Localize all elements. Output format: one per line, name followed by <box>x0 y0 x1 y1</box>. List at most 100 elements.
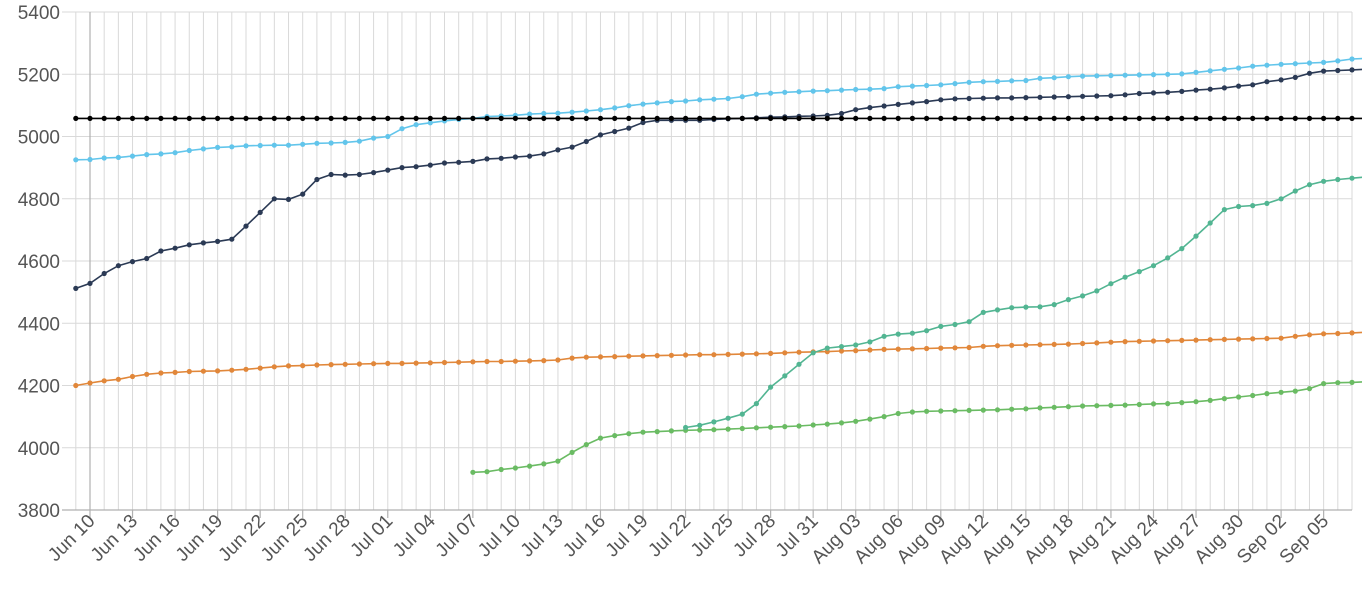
data-point <box>385 115 391 121</box>
data-point <box>853 107 859 113</box>
data-point <box>1321 381 1327 387</box>
data-point <box>739 425 745 432</box>
data-point <box>753 91 760 97</box>
data-point <box>1108 72 1114 79</box>
data-point <box>924 82 930 89</box>
data-point <box>1349 175 1355 181</box>
data-point <box>881 414 887 420</box>
data-point <box>725 115 731 121</box>
data-point <box>172 115 178 121</box>
data-point <box>1023 95 1029 101</box>
data-point <box>683 424 689 431</box>
data-point <box>498 466 504 473</box>
data-point <box>952 345 958 351</box>
x-tick-label: Jul 19 <box>602 511 653 562</box>
data-point <box>1221 396 1227 402</box>
data-point <box>980 115 986 121</box>
data-point <box>697 427 703 433</box>
data-point <box>994 95 1001 101</box>
data-point <box>1306 182 1313 188</box>
data-point <box>527 463 533 469</box>
data-point <box>966 79 972 85</box>
data-point <box>824 88 830 94</box>
grid <box>62 11 1353 511</box>
x-tick-label: Jul 13 <box>517 511 568 562</box>
data-point <box>895 346 901 352</box>
data-point <box>385 167 391 173</box>
data-point <box>824 421 830 427</box>
x-tick-label: Jun 22 <box>215 511 270 566</box>
data-point <box>1349 56 1355 62</box>
data-point <box>1122 339 1128 345</box>
data-point <box>285 363 292 369</box>
data-point <box>1165 115 1171 121</box>
data-point <box>867 339 873 345</box>
data-point <box>541 151 547 157</box>
data-point <box>314 140 320 146</box>
data-point <box>938 97 944 103</box>
data-point <box>314 362 320 368</box>
data-point <box>1023 342 1029 348</box>
data-point <box>1165 338 1171 344</box>
data-point <box>994 78 1001 84</box>
data-point <box>73 285 79 291</box>
data-point <box>555 357 561 363</box>
data-point <box>200 240 206 246</box>
data-point <box>853 86 859 93</box>
data-point <box>215 115 221 121</box>
data-point <box>399 360 405 366</box>
x-tick-label: Jun 16 <box>129 511 184 566</box>
data-point <box>1065 94 1071 100</box>
data-point <box>640 101 646 107</box>
data-point <box>952 408 958 414</box>
data-point <box>753 351 760 357</box>
data-point <box>456 159 462 165</box>
y-tick-label: 4800 <box>18 190 60 211</box>
data-point <box>1278 77 1284 83</box>
data-point <box>1193 337 1199 343</box>
x-tick-label: Jul 16 <box>559 511 610 562</box>
data-point <box>399 165 405 171</box>
data-point <box>1150 263 1157 269</box>
data-point <box>342 172 348 178</box>
data-point <box>427 360 433 366</box>
series-4 <box>470 379 1362 475</box>
data-point <box>1065 404 1071 410</box>
data-point <box>413 122 419 128</box>
series-line <box>75 57 1362 161</box>
data-point <box>1080 115 1086 121</box>
data-point <box>895 331 901 337</box>
series-0 <box>73 56 1362 163</box>
data-point <box>1306 70 1313 76</box>
data-point <box>427 120 433 126</box>
y-tick-label: 5000 <box>18 128 60 149</box>
data-point <box>342 115 348 121</box>
x-tick-label: Jun 25 <box>257 511 312 566</box>
data-point <box>172 150 178 156</box>
data-point <box>924 328 930 334</box>
data-point <box>1221 207 1227 213</box>
data-point <box>924 99 930 105</box>
data-point <box>626 115 632 121</box>
data-point <box>1165 71 1171 77</box>
data-point <box>512 115 519 121</box>
data-point <box>441 160 448 166</box>
data-point <box>1108 281 1114 287</box>
data-point <box>1179 400 1185 406</box>
data-point <box>1264 391 1270 397</box>
data-point <box>640 119 646 126</box>
y-tick-label: 4200 <box>18 377 60 398</box>
data-point <box>186 368 192 375</box>
data-point <box>824 345 830 351</box>
data-point <box>229 144 235 150</box>
data-point <box>1108 93 1114 99</box>
data-point <box>356 115 362 121</box>
data-point <box>1136 72 1142 78</box>
data-point <box>385 133 391 140</box>
data-point <box>668 99 675 105</box>
data-point <box>980 95 986 101</box>
data-point <box>1278 196 1284 202</box>
data-point <box>612 115 618 121</box>
data-point <box>711 115 717 121</box>
data-point <box>101 155 107 161</box>
